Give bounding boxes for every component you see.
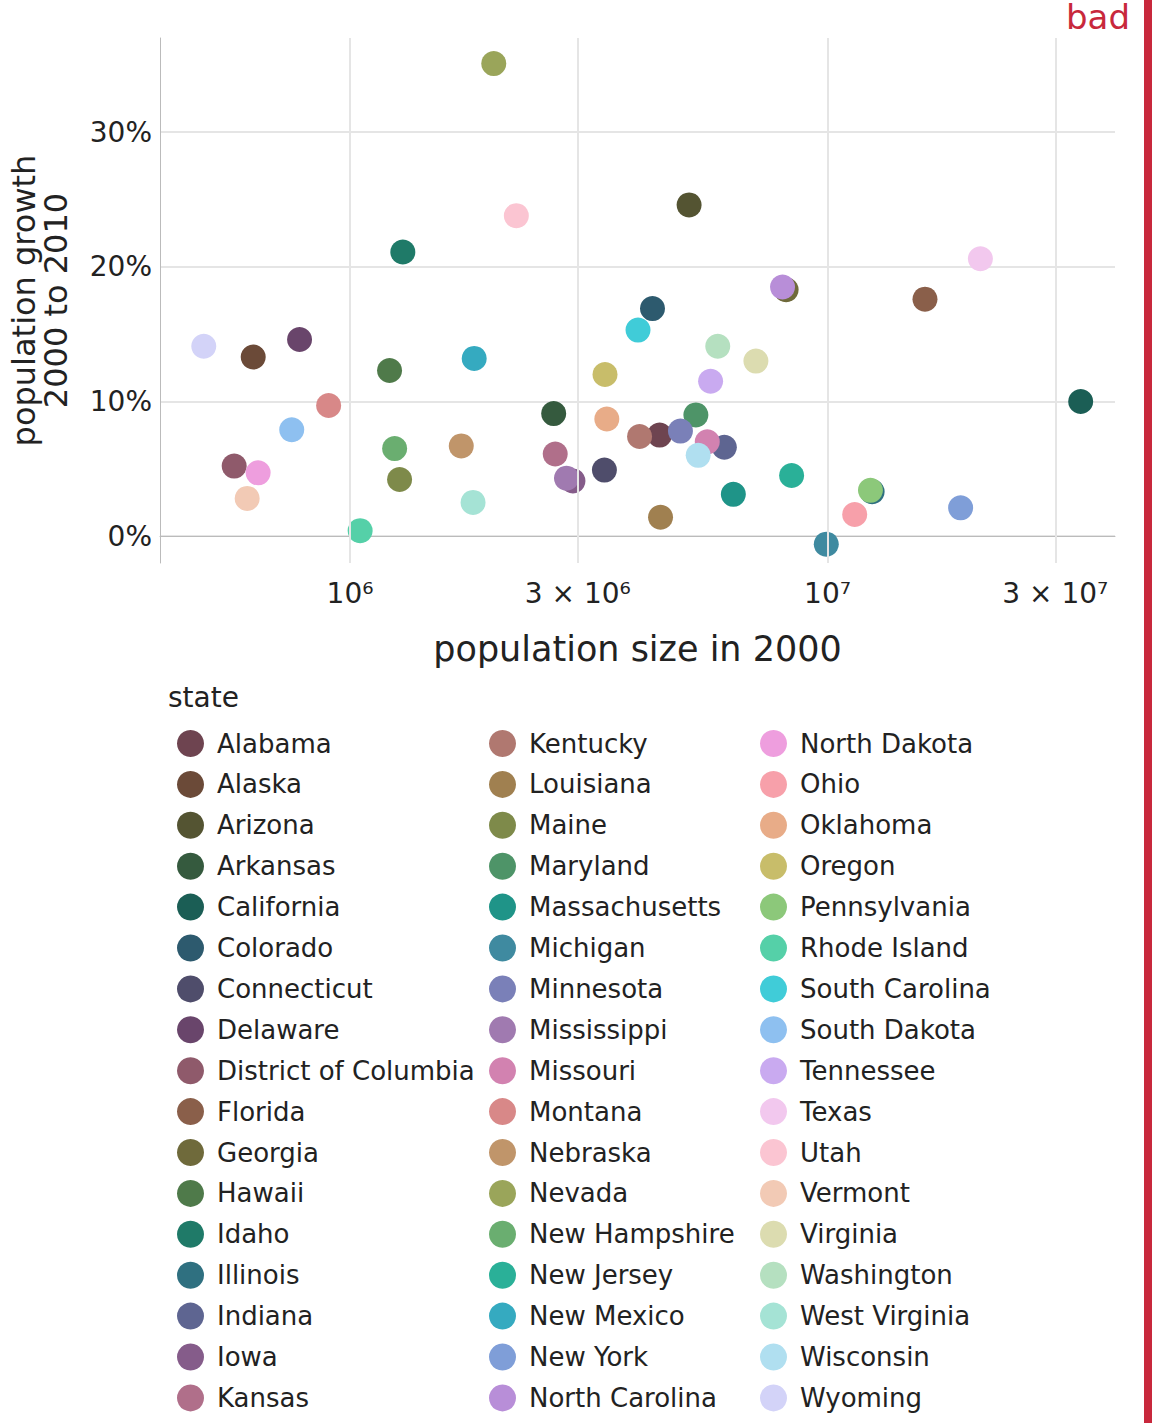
svg-text:Minnesota: Minnesota bbox=[529, 974, 663, 1004]
svg-text:10⁷: 10⁷ bbox=[804, 577, 851, 610]
svg-text:3 × 10⁶: 3 × 10⁶ bbox=[525, 577, 631, 610]
svg-text:Texas: Texas bbox=[799, 1097, 872, 1127]
svg-text:Massachusetts: Massachusetts bbox=[529, 892, 721, 922]
svg-text:South Carolina: South Carolina bbox=[800, 974, 991, 1004]
svg-text:Tennessee: Tennessee bbox=[799, 1056, 936, 1086]
svg-text:Nebraska: Nebraska bbox=[529, 1138, 652, 1168]
svg-text:District of Columbia: District of Columbia bbox=[217, 1056, 475, 1086]
svg-text:Oklahoma: Oklahoma bbox=[800, 810, 932, 840]
svg-text:3 × 10⁷: 3 × 10⁷ bbox=[1002, 577, 1108, 610]
svg-text:Louisiana: Louisiana bbox=[529, 769, 652, 799]
svg-text:2000 to 2010: 2000 to 2010 bbox=[37, 193, 75, 408]
svg-text:Maine: Maine bbox=[529, 810, 607, 840]
svg-text:Kentucky: Kentucky bbox=[529, 729, 648, 759]
svg-text:Idaho: Idaho bbox=[217, 1219, 290, 1249]
svg-text:New Mexico: New Mexico bbox=[529, 1301, 685, 1331]
svg-text:Alabama: Alabama bbox=[217, 729, 332, 759]
svg-text:New York: New York bbox=[529, 1342, 648, 1372]
svg-text:population growth: population growth bbox=[5, 154, 43, 447]
svg-text:Missouri: Missouri bbox=[529, 1056, 636, 1086]
svg-text:Nevada: Nevada bbox=[529, 1178, 628, 1208]
svg-text:South Dakota: South Dakota bbox=[800, 1015, 976, 1045]
svg-text:Connecticut: Connecticut bbox=[217, 974, 373, 1004]
svg-text:Maryland: Maryland bbox=[529, 851, 650, 881]
svg-text:Rhode Island: Rhode Island bbox=[800, 933, 969, 963]
svg-text:California: California bbox=[217, 892, 340, 922]
svg-text:10%: 10% bbox=[90, 385, 152, 418]
svg-text:Mississippi: Mississippi bbox=[529, 1015, 668, 1045]
svg-text:Oregon: Oregon bbox=[800, 851, 895, 881]
svg-text:Florida: Florida bbox=[217, 1097, 305, 1127]
svg-text:Colorado: Colorado bbox=[217, 933, 333, 963]
svg-text:Washington: Washington bbox=[800, 1260, 953, 1290]
svg-text:Wisconsin: Wisconsin bbox=[800, 1342, 930, 1372]
svg-text:10⁶: 10⁶ bbox=[327, 577, 374, 610]
svg-text:Montana: Montana bbox=[529, 1097, 642, 1127]
svg-text:20%: 20% bbox=[90, 250, 152, 283]
svg-text:Iowa: Iowa bbox=[217, 1342, 278, 1372]
svg-text:30%: 30% bbox=[90, 116, 152, 149]
svg-text:Arizona: Arizona bbox=[217, 810, 315, 840]
svg-text:population size in 2000: population size in 2000 bbox=[433, 629, 841, 669]
svg-text:Georgia: Georgia bbox=[217, 1138, 319, 1168]
svg-text:Vermont: Vermont bbox=[800, 1178, 910, 1208]
svg-text:New Jersey: New Jersey bbox=[529, 1260, 673, 1290]
svg-text:North Carolina: North Carolina bbox=[529, 1383, 717, 1413]
svg-text:Ohio: Ohio bbox=[800, 769, 860, 799]
svg-text:Delaware: Delaware bbox=[217, 1015, 339, 1045]
svg-text:Illinois: Illinois bbox=[217, 1260, 300, 1290]
svg-text:Hawaii: Hawaii bbox=[217, 1178, 304, 1208]
svg-text:Kansas: Kansas bbox=[217, 1383, 309, 1413]
svg-text:Pennsylvania: Pennsylvania bbox=[800, 892, 971, 922]
svg-text:Arkansas: Arkansas bbox=[217, 851, 336, 881]
svg-text:Alaska: Alaska bbox=[217, 769, 302, 799]
svg-text:Virginia: Virginia bbox=[800, 1219, 898, 1249]
svg-text:Indiana: Indiana bbox=[217, 1301, 313, 1331]
svg-text:West Virginia: West Virginia bbox=[800, 1301, 970, 1331]
svg-text:Wyoming: Wyoming bbox=[800, 1383, 922, 1413]
svg-text:North Dakota: North Dakota bbox=[800, 729, 973, 759]
svg-text:state: state bbox=[168, 681, 239, 714]
svg-text:bad: bad bbox=[1066, 0, 1130, 37]
svg-text:New Hampshire: New Hampshire bbox=[529, 1219, 735, 1249]
svg-text:Utah: Utah bbox=[800, 1138, 862, 1168]
svg-text:0%: 0% bbox=[108, 520, 152, 553]
svg-text:Michigan: Michigan bbox=[529, 933, 646, 963]
